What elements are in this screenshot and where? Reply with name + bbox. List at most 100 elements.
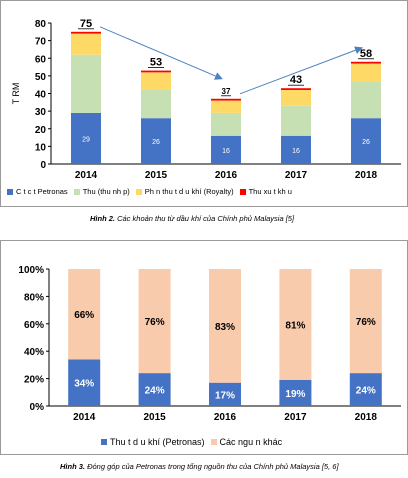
bar-segment-label: 19% [285, 389, 305, 400]
legend-label: C t c t Petronas [16, 187, 68, 196]
figure-3-caption: Hình 3. Đóng góp của Petronas trong tổng… [60, 462, 339, 471]
y-tick-label: 100% [18, 265, 44, 276]
y-tick-label: 80% [24, 292, 44, 303]
bar-segment [209, 269, 241, 383]
bar-segment [71, 54, 101, 113]
bar-segment [71, 33, 101, 55]
bar-segment [281, 135, 311, 164]
legend-label: Thu (thu nh p) [82, 187, 130, 196]
y-tick-label: 30 [35, 107, 47, 118]
x-category-label: 2016 [215, 170, 238, 181]
bar-segment-label: 76% [356, 317, 376, 328]
y-axis-title: T RM [11, 83, 21, 105]
bar-segment [68, 359, 101, 406]
bar-segment [281, 89, 311, 106]
legend-label: Ph n thu t d u khí (Royalty) [144, 187, 234, 196]
share-chart-panel: 0% 20% 40% 60% 80% 100% 2014 2015 2016 2017 2018 34… [0, 240, 408, 455]
bar-segment [138, 373, 171, 406]
x-category-label: 2014 [73, 412, 96, 423]
share-chart-legend: Thu t d u khí (Petronas) Các ngu n khác [101, 437, 288, 447]
bar-segment [351, 61, 381, 64]
bar-total-label: 43 [290, 74, 302, 86]
bar-segment [281, 105, 311, 136]
x-category-label: 2017 [285, 170, 308, 181]
legend-item: Các ngu n khác [210, 437, 283, 447]
y-tick-label: 80 [35, 19, 47, 30]
y-tick-label: 40% [24, 347, 44, 358]
bar-segment-label: 34% [74, 379, 94, 390]
bar-segment [211, 100, 241, 113]
y-tick-label: 70 [35, 37, 47, 48]
bar-segment [141, 89, 171, 119]
bar-segment [351, 63, 381, 82]
bar-segment [351, 81, 381, 119]
bar-segment-label: 16 [222, 148, 230, 155]
legend-item: Thu xu t kh u [239, 187, 292, 196]
legend-item: Ph n thu t d u khí (Royalty) [135, 187, 234, 196]
x-category-label: 2018 [355, 412, 378, 423]
bar-segment [211, 135, 241, 164]
bar-segment [279, 269, 312, 380]
y-tick-label: 0 [40, 160, 46, 171]
bar-segment [141, 72, 171, 90]
bar-segment-label: 81% [285, 320, 305, 331]
x-category-label: 2014 [75, 170, 98, 181]
bar-segment-label: 17% [215, 390, 235, 401]
bar-segment [211, 98, 241, 101]
bar-segment-label: 66% [74, 310, 94, 321]
legend-item: Thu t d u khí (Petronas) [101, 437, 205, 447]
bar-total-label: 75 [80, 18, 92, 30]
bar-segment [138, 269, 171, 374]
bar-segment-label: 24% [356, 386, 376, 397]
bar-segment [71, 31, 101, 34]
revenue-chart-panel: 0 10 20 30 40 50 60 70 80 T RM 2014 2015 2016 2017 201… [0, 0, 408, 207]
bar-segment-label: 76% [145, 317, 165, 328]
legend-swatch [101, 439, 107, 445]
bar-segment [279, 379, 312, 406]
y-tick-label: 20% [24, 375, 44, 386]
y-tick-label: 40 [35, 90, 47, 101]
y-tick-label: 0% [30, 402, 45, 413]
bar-segment-label: 26 [362, 139, 370, 146]
bar-segment [141, 118, 171, 164]
trend-arrow [239, 46, 363, 95]
legend-swatch [135, 188, 142, 195]
figure-2-caption: Hình 2. Các khoản thu từ dầu khí của Chí… [90, 214, 295, 223]
bar-segment-label: 16 [292, 148, 300, 155]
y-tick-label: 60 [35, 54, 47, 65]
bar-segment [68, 269, 101, 360]
x-category-label: 2017 [284, 412, 307, 423]
bar-segment-label: 83% [215, 322, 235, 333]
share-stacked-bar-chart: 0% 20% 40% 60% 80% 100% 2014 2015 2016 2017 2018 34… [18, 265, 401, 423]
x-category-label: 2015 [145, 170, 168, 181]
revenue-chart-legend: C t c t Petronas Thu (thu nh p) Ph n thu t… [7, 187, 298, 196]
x-category-label: 2016 [214, 412, 237, 423]
bar-segment-label: 26 [152, 139, 160, 146]
bar-segment [351, 118, 381, 164]
trend-arrow [99, 26, 223, 80]
bar-segment [349, 269, 382, 374]
x-category-label: 2018 [355, 170, 378, 181]
bar-segment [211, 112, 241, 136]
y-tick-label: 10 [35, 142, 47, 153]
bar-segment-label: 24% [145, 386, 165, 397]
bar-segment [71, 112, 101, 164]
bar-total-label: 37 [222, 87, 231, 96]
legend-swatch [73, 188, 80, 195]
y-tick-label: 50 [35, 72, 47, 83]
legend-swatch [210, 439, 217, 445]
bar-segment [141, 70, 171, 73]
legend-label: Các ngu n khác [219, 437, 283, 447]
revenue-stacked-bar-chart: 0 10 20 30 40 50 60 70 80 T RM 2014 2015 2016 2017 201… [11, 18, 401, 181]
legend-item: Thu (thu nh p) [73, 187, 130, 196]
bar-total-label: 53 [150, 57, 162, 69]
bar-total-label: 58 [360, 48, 372, 60]
bar-segment [209, 382, 241, 406]
legend-item: C t c t Petronas [7, 187, 68, 196]
bar-segment [281, 88, 311, 90]
bar-segment-label: 29 [82, 136, 90, 143]
y-tick-label: 60% [24, 320, 44, 331]
x-category-label: 2015 [143, 412, 166, 423]
y-tick-label: 20 [35, 125, 47, 136]
legend-label: Thu xu t kh u [248, 187, 292, 196]
